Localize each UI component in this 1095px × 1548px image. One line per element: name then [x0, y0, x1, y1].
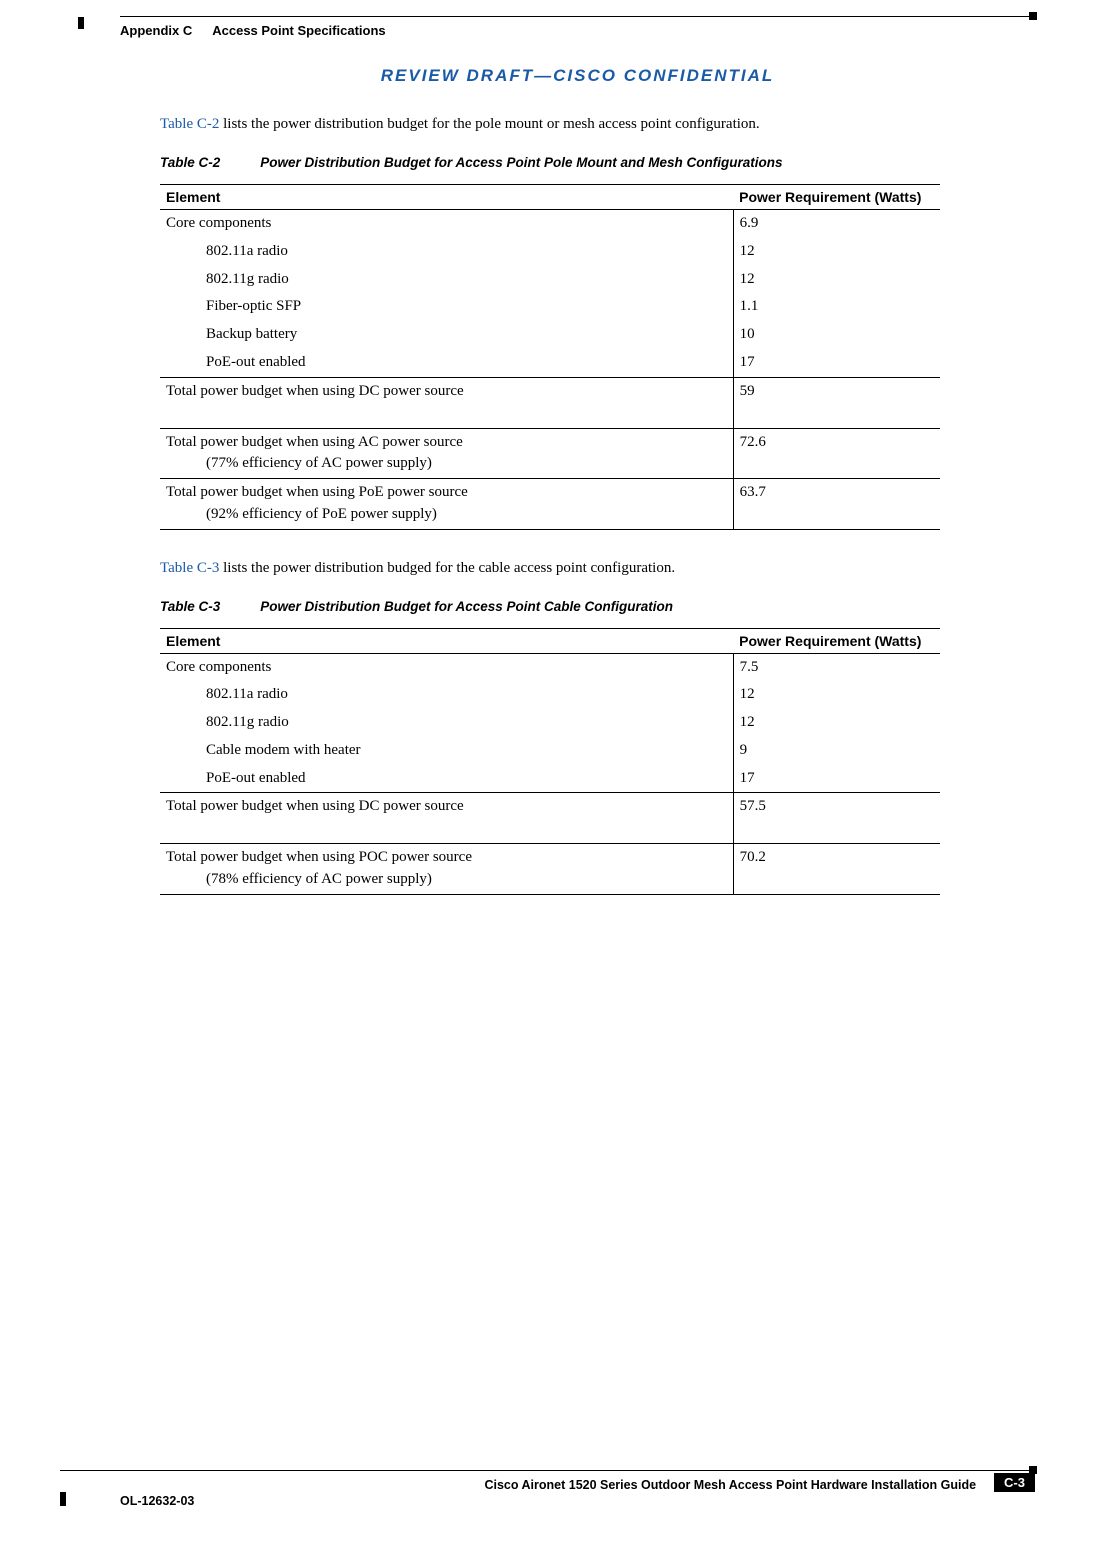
- t3-col2-header: Power Requirement (Watts): [733, 628, 940, 653]
- header-left-marker: [78, 17, 84, 29]
- tail-cell: [837, 321, 940, 349]
- tail-cell: [837, 349, 940, 377]
- element-cell: 802.11a radio: [160, 238, 733, 266]
- value-cell: 17: [733, 349, 837, 377]
- value-cell: 1.1: [733, 293, 837, 321]
- confidential-banner: REVIEW DRAFT—CISCO CONFIDENTIAL: [120, 66, 1035, 86]
- intro-paragraph-1: Table C-2 lists the power distribution b…: [160, 114, 1035, 135]
- table-c2-caption: Table C-2Power Distribution Budget for A…: [160, 155, 1035, 170]
- table-row: Core components6.9: [160, 210, 940, 238]
- element-cell: 802.11g radio: [160, 266, 733, 294]
- footer-ol: OL-12632-03: [120, 1494, 1035, 1508]
- value-cell: 12: [733, 266, 837, 294]
- element-cell: PoE-out enabled: [160, 349, 733, 377]
- intro1-rest: lists the power distribution budget for …: [219, 116, 759, 132]
- table-row: Core components7.5: [160, 653, 940, 681]
- running-header: Appendix C Access Point Specifications: [120, 23, 1035, 38]
- table-row: 802.11g radio12: [160, 266, 940, 294]
- table-c3: Element Power Requirement (Watts) Core c…: [160, 628, 940, 895]
- element-cell: Backup battery: [160, 321, 733, 349]
- total-value-cell: 63.7: [733, 479, 940, 530]
- tail-cell: [837, 681, 940, 709]
- t3-col1-header: Element: [160, 628, 733, 653]
- t2-col2-header: Power Requirement (Watts): [733, 185, 940, 210]
- xref-table-c2: Table C-2: [160, 116, 219, 132]
- total-value-cell: 70.2: [733, 844, 940, 895]
- table-total-row: Total power budget when using POC power …: [160, 844, 940, 895]
- total-label-cell: Total power budget when using PoE power …: [160, 479, 733, 530]
- total-label-cell: Total power budget when using POC power …: [160, 844, 733, 895]
- element-cell: PoE-out enabled: [160, 765, 733, 793]
- tail-cell: [837, 266, 940, 294]
- value-cell: 12: [733, 238, 837, 266]
- value-cell: 10: [733, 321, 837, 349]
- element-cell: 802.11g radio: [160, 709, 733, 737]
- total-label-cell: Total power budget when using AC power s…: [160, 428, 733, 479]
- value-cell: 12: [733, 709, 837, 737]
- element-cell: Core components: [160, 653, 733, 681]
- total-label-cell: Total power budget when using DC power s…: [160, 377, 733, 428]
- table-row: 802.11a radio12: [160, 681, 940, 709]
- table-row: PoE-out enabled17: [160, 765, 940, 793]
- total-label-cell: Total power budget when using DC power s…: [160, 793, 733, 844]
- table-row: Backup battery10: [160, 321, 940, 349]
- value-cell: 7.5: [733, 653, 837, 681]
- table-row: PoE-out enabled17: [160, 349, 940, 377]
- intro-paragraph-2: Table C-3 lists the power distribution b…: [160, 558, 1035, 579]
- value-cell: 12: [733, 681, 837, 709]
- tail-cell: [837, 709, 940, 737]
- t2-col1-header: Element: [160, 185, 733, 210]
- appendix-label: Appendix C: [120, 23, 192, 38]
- tail-cell: [837, 737, 940, 765]
- value-cell: 17: [733, 765, 837, 793]
- total-value-cell: 59: [733, 377, 940, 428]
- value-cell: 9: [733, 737, 837, 765]
- table-total-row: Total power budget when using DC power s…: [160, 377, 940, 428]
- tail-cell: [837, 293, 940, 321]
- table-c2-title: Power Distribution Budget for Access Poi…: [260, 155, 782, 170]
- element-cell: Fiber-optic SFP: [160, 293, 733, 321]
- element-cell: Cable modem with heater: [160, 737, 733, 765]
- section-label: Access Point Specifications: [212, 23, 385, 38]
- total-value-cell: 57.5: [733, 793, 940, 844]
- tail-cell: [837, 238, 940, 266]
- element-cell: Core components: [160, 210, 733, 238]
- header-rule: [120, 16, 1035, 17]
- table-row: 802.11a radio12: [160, 238, 940, 266]
- table-row: Fiber-optic SFP1.1: [160, 293, 940, 321]
- table-row: 802.11g radio12: [160, 709, 940, 737]
- page-number: C-3: [994, 1473, 1035, 1492]
- value-cell: 6.9: [733, 210, 837, 238]
- table-row: Cable modem with heater9: [160, 737, 940, 765]
- intro2-rest: lists the power distribution budged for …: [219, 560, 675, 576]
- table-total-row: Total power budget when using PoE power …: [160, 479, 940, 530]
- page-footer: Cisco Aironet 1520 Series Outdoor Mesh A…: [60, 1470, 1035, 1508]
- table-c3-title: Power Distribution Budget for Access Poi…: [260, 599, 673, 614]
- table-c3-number: Table C-3: [160, 599, 260, 614]
- table-c2-number: Table C-2: [160, 155, 260, 170]
- table-c2: Element Power Requirement (Watts) Core c…: [160, 184, 940, 530]
- tail-cell: [837, 653, 940, 681]
- total-value-cell: 72.6: [733, 428, 940, 479]
- table-c3-caption: Table C-3Power Distribution Budget for A…: [160, 599, 1035, 614]
- table-total-row: Total power budget when using DC power s…: [160, 793, 940, 844]
- footer-rule: [60, 1470, 1035, 1471]
- tail-cell: [837, 210, 940, 238]
- tail-cell: [837, 765, 940, 793]
- xref-table-c3: Table C-3: [160, 560, 219, 576]
- footer-title: Cisco Aironet 1520 Series Outdoor Mesh A…: [60, 1478, 986, 1492]
- element-cell: 802.11a radio: [160, 681, 733, 709]
- table-total-row: Total power budget when using AC power s…: [160, 428, 940, 479]
